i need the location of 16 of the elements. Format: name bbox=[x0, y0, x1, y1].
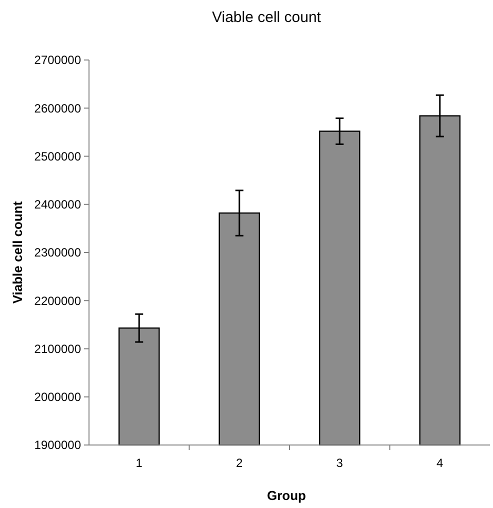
y-tick-label: 2500000 bbox=[34, 149, 82, 164]
x-tick-label: 3 bbox=[336, 456, 344, 470]
x-tick-label: 4 bbox=[436, 456, 444, 470]
x-tick-label: 2 bbox=[236, 456, 244, 470]
y-tick-label: 2600000 bbox=[34, 101, 82, 116]
y-tick-label: 2000000 bbox=[34, 390, 82, 404]
x-tick-label: 1 bbox=[136, 456, 143, 470]
chart-title: Viable cell count bbox=[212, 9, 322, 26]
y-tick-label: 2300000 bbox=[34, 246, 82, 260]
y-axis-title: Viable cell count bbox=[10, 200, 25, 304]
y-tick-label: 2400000 bbox=[34, 198, 82, 212]
y-tick-label: 2700000 bbox=[34, 53, 82, 68]
x-axis-title: Group bbox=[267, 488, 306, 503]
y-tick-label: 2100000 bbox=[34, 342, 82, 356]
y-tick-label: 2200000 bbox=[34, 294, 82, 308]
y-tick-label: 1900000 bbox=[34, 438, 82, 452]
